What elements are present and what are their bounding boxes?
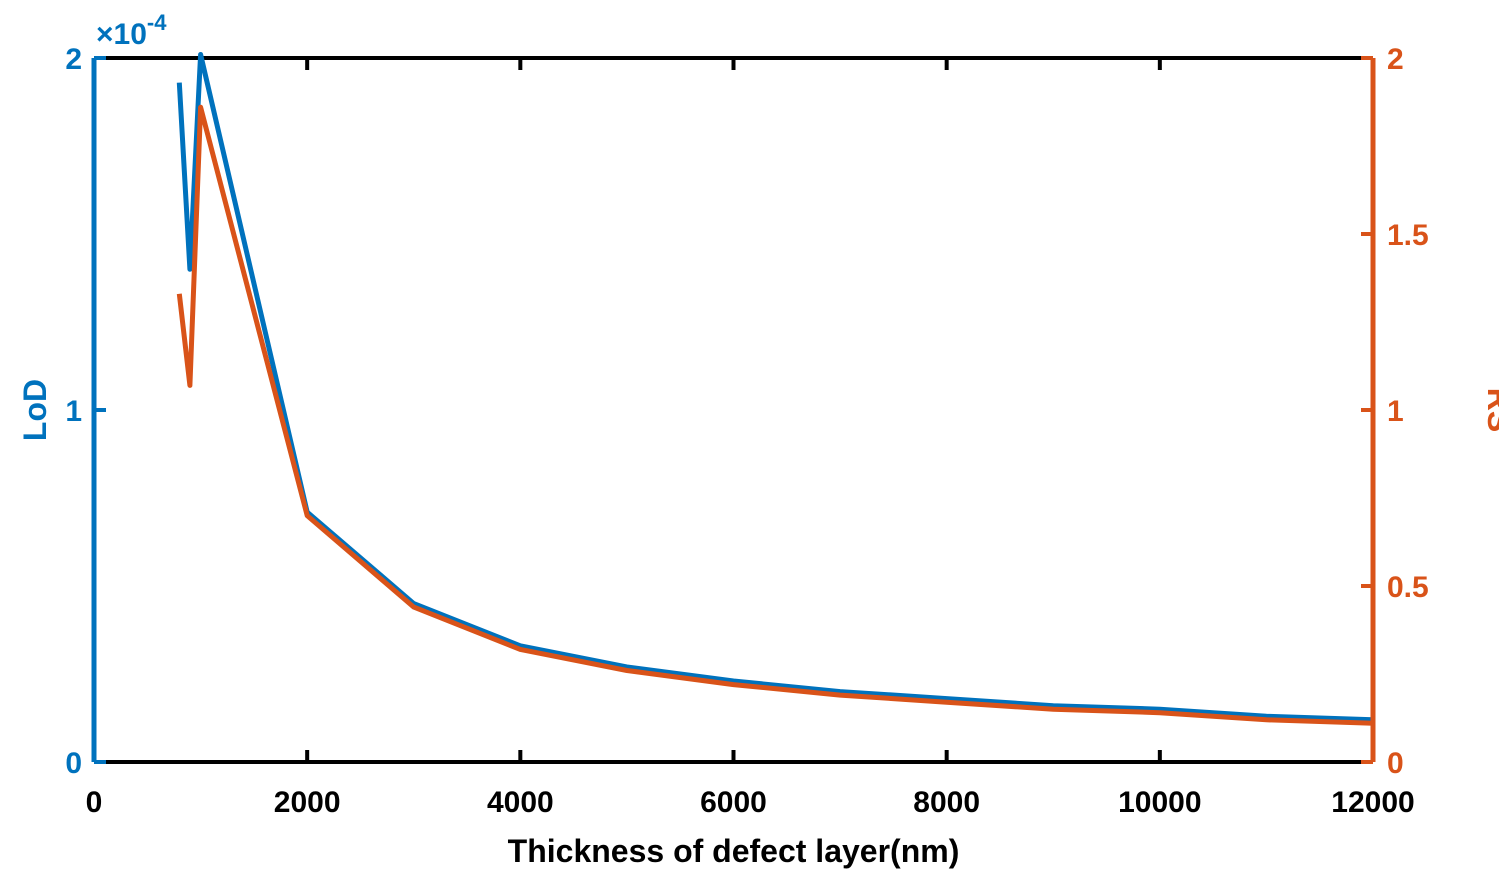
x-tick-label: 10000 [1118, 786, 1201, 819]
series-line-rs [176, 104, 1374, 726]
right-y-tick-label: 2 [1387, 43, 1404, 76]
x-tick-label: 12000 [1331, 786, 1414, 819]
left-y-tick-label: 2 [65, 43, 82, 76]
x-tick-label: 0 [86, 786, 103, 819]
y-axis-label-right: RS [1481, 388, 1499, 432]
left-y-tick-label: 0 [65, 747, 82, 780]
x-tick-label: 4000 [487, 786, 554, 819]
axes-layer: 0 2000 4000 6000 8000 10000 12000 0 1 2 0 0.5 1 1.5 2 [65, 43, 1428, 819]
x-tick-label: 2000 [274, 786, 341, 819]
series-layer [176, 52, 1374, 726]
exponent-multiplier: ×10 [96, 18, 147, 51]
left-y-tick-label: 1 [65, 395, 82, 428]
right-y-tick-label: 1.5 [1387, 219, 1429, 252]
exponent-power: -4 [147, 10, 167, 35]
x-axis-label: Thickness of defect layer(nm) [508, 833, 960, 869]
series-line-lod [176, 52, 1374, 723]
x-tick-label: 6000 [700, 786, 767, 819]
right-y-tick-label: 0 [1387, 747, 1404, 780]
right-y-tick-label: 0.5 [1387, 571, 1429, 604]
left-axis-exponent-label: ×10-4 [96, 10, 167, 51]
x-tick-label: 8000 [913, 786, 980, 819]
right-y-tick-label: 1 [1387, 395, 1404, 428]
y-axis-label-left: LoD [17, 379, 53, 441]
